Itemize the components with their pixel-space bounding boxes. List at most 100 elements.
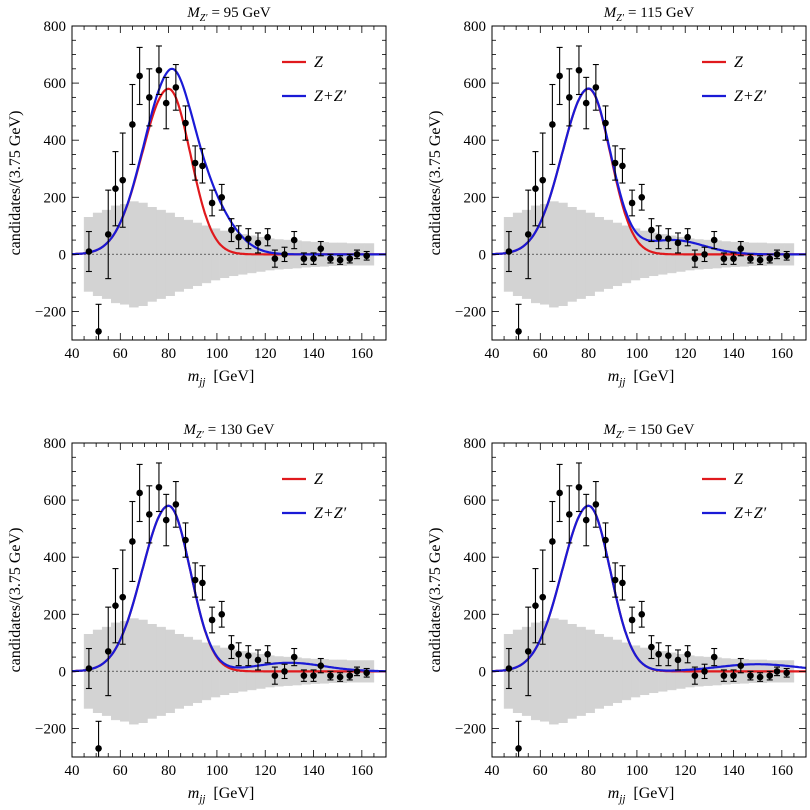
title-subscript: Z′ — [196, 430, 205, 441]
data-point — [310, 252, 317, 265]
data-point-marker — [353, 668, 361, 675]
x-tick-label: 40 — [65, 763, 80, 779]
data-point — [565, 485, 573, 544]
data-point — [611, 145, 619, 181]
data-point-marker — [539, 176, 547, 184]
data-point — [691, 249, 699, 268]
data-point-marker — [95, 328, 102, 335]
legend-label-zzp: Z+Z′ — [314, 88, 347, 105]
data-point — [172, 480, 180, 528]
data-point — [136, 46, 143, 106]
data-point-marker — [363, 252, 370, 260]
x-tick-label: 40 — [485, 346, 500, 362]
data-point — [549, 500, 556, 582]
data-point-marker — [119, 593, 127, 601]
data-point — [281, 663, 288, 680]
data-point-marker — [592, 84, 600, 91]
x-axis-symbol: m — [188, 368, 200, 385]
data-point-marker — [363, 669, 370, 677]
data-point — [363, 667, 370, 678]
data-point-marker — [336, 673, 344, 681]
data-point — [619, 148, 626, 184]
data-point-marker — [701, 251, 708, 258]
x-axis-symbol: m — [608, 368, 620, 385]
data-point-marker — [264, 650, 271, 658]
y-tick-label: −200 — [455, 304, 486, 320]
y-tick-label: 800 — [464, 19, 487, 35]
data-point — [245, 645, 252, 667]
data-point-marker — [582, 99, 590, 107]
data-point — [281, 246, 288, 263]
data-point — [524, 606, 532, 697]
x-tick-label: 140 — [722, 763, 745, 779]
data-point — [756, 672, 764, 682]
data-point — [218, 600, 226, 628]
data-point-marker — [773, 668, 781, 675]
data-point — [619, 565, 626, 601]
x-tick-label: 120 — [674, 763, 697, 779]
data-point-marker — [353, 251, 361, 258]
x-axis-label: mjj [GeV] — [608, 785, 675, 805]
data-point — [172, 63, 180, 111]
data-point-marker — [172, 501, 180, 508]
data-point-marker — [549, 121, 556, 128]
x-axis-unit: [GeV] — [213, 368, 254, 385]
data-point-marker — [684, 650, 691, 658]
chart-panel-3: 40 60 80 100 120 140 160 −200 0 200 400 600 800 MZ′ = … — [7, 422, 387, 805]
data-point — [575, 45, 583, 96]
data-point-marker — [524, 231, 532, 238]
x-tick-label: 160 — [771, 346, 794, 362]
data-point-marker — [136, 72, 143, 80]
data-point-marker — [575, 483, 583, 491]
data-point — [162, 493, 170, 547]
data-point-marker — [549, 538, 556, 545]
data-point — [336, 255, 344, 265]
legend-label-z: Z — [314, 54, 324, 71]
x-axis-unit: [GeV] — [633, 785, 674, 802]
data-point — [505, 230, 513, 273]
data-point-marker — [245, 652, 252, 659]
data-point — [505, 647, 513, 690]
data-point — [648, 218, 655, 243]
y-tick-label: 200 — [464, 607, 487, 623]
data-point — [747, 670, 754, 681]
data-point — [119, 549, 127, 645]
data-point-marker — [104, 231, 112, 238]
data-point-marker — [218, 610, 226, 618]
data-point-marker — [515, 745, 522, 752]
data-point — [104, 189, 112, 280]
data-point — [208, 189, 216, 217]
data-point-marker — [129, 121, 136, 128]
x-tick-label: 140 — [302, 346, 325, 362]
data-point-marker — [327, 255, 334, 262]
data-point-marker — [172, 84, 180, 91]
data-point — [182, 522, 189, 558]
data-point — [655, 225, 662, 250]
data-point — [756, 255, 764, 265]
data-point-marker — [346, 255, 354, 262]
y-tick-label: 600 — [44, 493, 67, 509]
data-point — [655, 642, 662, 667]
data-point-marker — [112, 602, 119, 610]
data-point-marker — [556, 489, 563, 497]
data-point-marker — [730, 672, 737, 679]
data-point — [346, 670, 354, 681]
data-point-marker — [524, 648, 532, 655]
data-point — [300, 252, 308, 265]
data-point-marker — [619, 579, 626, 587]
y-tick-label: 400 — [464, 133, 487, 149]
data-point — [290, 647, 298, 667]
x-tick-label: 140 — [302, 763, 325, 779]
data-point — [199, 565, 206, 601]
data-point-marker — [191, 159, 199, 167]
legend-label-zzp: Z+Z′ — [734, 88, 767, 105]
data-point — [85, 230, 93, 273]
data-point — [773, 666, 781, 677]
data-point-marker — [756, 673, 764, 681]
y-tick-label: 600 — [464, 493, 487, 509]
data-point-marker — [228, 643, 235, 651]
plot-area — [72, 45, 386, 340]
data-point — [592, 63, 600, 111]
series-z-plus-zprime-line — [492, 87, 806, 256]
